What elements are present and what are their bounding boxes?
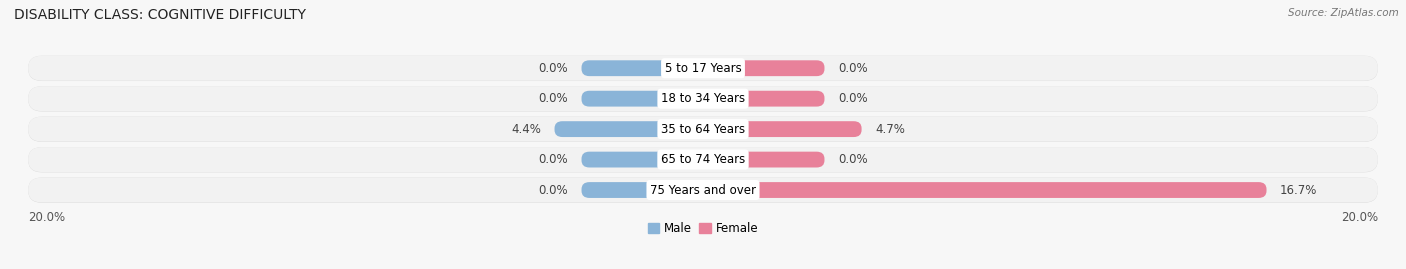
FancyBboxPatch shape xyxy=(28,56,1378,81)
Text: 0.0%: 0.0% xyxy=(838,62,868,75)
Text: 0.0%: 0.0% xyxy=(538,92,568,105)
Text: 35 to 64 Years: 35 to 64 Years xyxy=(661,123,745,136)
FancyBboxPatch shape xyxy=(582,60,703,76)
FancyBboxPatch shape xyxy=(582,152,703,168)
Text: 4.4%: 4.4% xyxy=(512,123,541,136)
Text: 18 to 34 Years: 18 to 34 Years xyxy=(661,92,745,105)
Text: 5 to 17 Years: 5 to 17 Years xyxy=(665,62,741,75)
FancyBboxPatch shape xyxy=(28,117,1378,142)
Text: 65 to 74 Years: 65 to 74 Years xyxy=(661,153,745,166)
FancyBboxPatch shape xyxy=(28,178,1378,203)
FancyBboxPatch shape xyxy=(582,91,703,107)
FancyBboxPatch shape xyxy=(28,117,1378,141)
FancyBboxPatch shape xyxy=(28,147,1378,172)
FancyBboxPatch shape xyxy=(582,182,703,198)
Text: 0.0%: 0.0% xyxy=(538,62,568,75)
FancyBboxPatch shape xyxy=(703,152,824,168)
Text: 0.0%: 0.0% xyxy=(538,153,568,166)
FancyBboxPatch shape xyxy=(703,121,862,137)
FancyBboxPatch shape xyxy=(28,86,1378,111)
FancyBboxPatch shape xyxy=(28,56,1378,81)
Text: 75 Years and over: 75 Years and over xyxy=(650,183,756,197)
Text: 0.0%: 0.0% xyxy=(538,183,568,197)
FancyBboxPatch shape xyxy=(554,121,703,137)
FancyBboxPatch shape xyxy=(28,86,1378,111)
Text: 20.0%: 20.0% xyxy=(1341,211,1378,224)
FancyBboxPatch shape xyxy=(703,60,824,76)
FancyBboxPatch shape xyxy=(28,147,1378,172)
Text: DISABILITY CLASS: COGNITIVE DIFFICULTY: DISABILITY CLASS: COGNITIVE DIFFICULTY xyxy=(14,8,307,22)
Text: 4.7%: 4.7% xyxy=(875,123,905,136)
FancyBboxPatch shape xyxy=(703,91,824,107)
Text: 0.0%: 0.0% xyxy=(838,92,868,105)
Text: Source: ZipAtlas.com: Source: ZipAtlas.com xyxy=(1288,8,1399,18)
Text: 20.0%: 20.0% xyxy=(28,211,65,224)
Text: 0.0%: 0.0% xyxy=(838,153,868,166)
FancyBboxPatch shape xyxy=(703,182,1267,198)
FancyBboxPatch shape xyxy=(28,178,1378,203)
Legend: Male, Female: Male, Female xyxy=(643,217,763,239)
Text: 16.7%: 16.7% xyxy=(1279,183,1317,197)
